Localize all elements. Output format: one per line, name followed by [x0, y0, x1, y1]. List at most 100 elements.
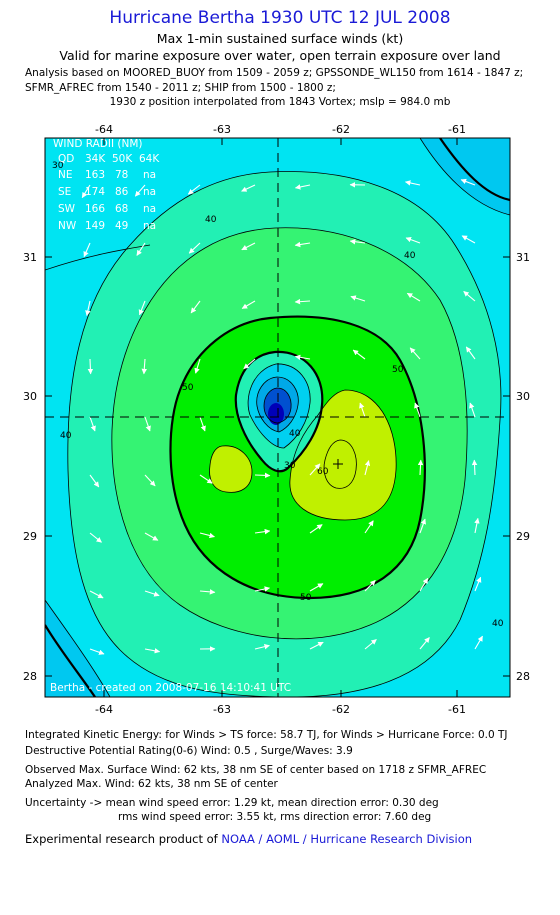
wind-arrow — [134, 184, 146, 197]
wind-arrow — [144, 532, 159, 541]
wind-arrow — [294, 184, 311, 190]
radii-value: 163 — [85, 169, 105, 181]
lat-tick-left: 29 — [23, 530, 37, 543]
contour-label: 40 — [205, 215, 217, 225]
wind-arrow — [294, 354, 311, 361]
wind-arrow — [364, 580, 376, 592]
wind-arrow — [89, 416, 96, 432]
product-org-link[interactable]: NOAA / AOML / Hurricane Research Divisio… — [221, 832, 473, 846]
wind-arrow — [190, 300, 201, 314]
contour-label: 30 — [284, 461, 296, 471]
wind-radii-header: 64K — [139, 153, 160, 165]
analyzed-max-line: Analyzed Max. Wind: 62 kts, 38 nm SE of … — [25, 778, 278, 790]
uncertainty-line-2: rms wind speed error: 3.55 kt, rms direc… — [118, 811, 432, 823]
radii-value: na — [143, 186, 156, 198]
radii-value: 149 — [85, 220, 105, 232]
wind-arrow — [187, 184, 201, 195]
wind-vectors — [81, 178, 483, 655]
radii-value: 49 — [115, 220, 128, 232]
eye-center — [268, 403, 284, 425]
wind-arrow — [419, 637, 430, 650]
wind-arrow — [460, 178, 476, 186]
ne-corner-region — [420, 138, 510, 215]
radii-value: 78 — [115, 169, 128, 181]
lon-tick-top: -61 — [448, 123, 466, 136]
wind-arrow — [254, 643, 270, 650]
lon-tick-bottom: -62 — [332, 703, 350, 716]
wind-arrow — [199, 589, 216, 595]
wind-radii-header: QD — [58, 153, 74, 165]
wind-arrow — [194, 358, 201, 374]
axis-ticks — [45, 138, 510, 697]
wind-arrow — [409, 347, 421, 360]
wind-arrow — [144, 474, 156, 487]
lat-tick-right: 30 — [516, 390, 530, 403]
sw-corner-region — [45, 600, 110, 697]
wind-arrow — [141, 358, 148, 375]
wind-arrow — [469, 402, 476, 418]
lon-tick-bottom: -64 — [95, 703, 113, 716]
contour-label: 40 — [60, 431, 72, 441]
map-title: Hurricane Bertha 1930 UTC 12 JUL 2008 — [109, 8, 451, 28]
wind-arrow — [89, 590, 104, 599]
contour-label: 50 — [182, 383, 194, 393]
credit-line: Bertha - created on 2008-07-16 14:10:41 … — [50, 682, 291, 694]
map-frame — [44, 137, 511, 698]
contour-label: 30 — [52, 161, 64, 171]
wind-arrow — [309, 524, 323, 534]
position-note: 1930 z position interpolated from 1843 V… — [109, 96, 451, 108]
wind-arrow — [294, 241, 311, 248]
wind-arrow — [359, 402, 366, 418]
uncertainty-line-1: Uncertainty -> mean wind speed error: 1.… — [25, 797, 439, 809]
wind-arrow — [199, 532, 215, 539]
lat-tick-left: 31 — [23, 251, 37, 264]
radii-quadrant: NE — [58, 169, 73, 181]
wind-arrow — [405, 237, 421, 244]
wind-arrow — [309, 641, 324, 650]
wind-arrow — [364, 520, 374, 534]
wind-arrow — [89, 474, 100, 488]
wind-arrow — [87, 358, 94, 375]
radii-value: 86 — [115, 186, 129, 198]
radii-quadrant: SE — [58, 186, 71, 198]
contour-label: 50 — [392, 365, 404, 375]
wind-arrow — [254, 528, 271, 535]
wind-arrow — [364, 639, 377, 650]
wind-radii-table: WIND RADII (NM) QD 34K 50K 64K NE 163 78… — [53, 138, 160, 232]
wind-arrow — [199, 474, 213, 484]
wind-arrow — [309, 583, 324, 592]
radii-quadrant: SW — [58, 203, 76, 215]
wind-arrow — [364, 460, 371, 476]
product-credit: Experimental research product of NOAA / … — [25, 832, 472, 846]
wind-arrow — [474, 576, 482, 592]
wind-arrow — [144, 590, 160, 597]
wind-arrow — [83, 242, 91, 258]
contour-label: 40 — [404, 251, 416, 261]
contour-lines-bold — [45, 138, 510, 697]
wind-contour-fill: 30 40 40 40 40 50 50 50 40 30 60 WIND RA… — [45, 138, 510, 697]
wind-arrow — [406, 292, 421, 302]
analysis-sources-1: Analysis based on MOORED_BUOY from 1509 … — [25, 67, 524, 79]
radii-quadrant: NW — [58, 220, 77, 232]
lon-tick-top: -62 — [332, 123, 350, 136]
wind-arrow — [474, 517, 480, 534]
product-prefix: Experimental research product of — [25, 832, 222, 846]
wind-radii-header: 50K — [112, 153, 133, 165]
radii-value: 174 — [85, 186, 105, 198]
lat-tick-right: 31 — [516, 251, 530, 264]
wind-arrow — [349, 239, 366, 245]
lat-tick-right: 29 — [516, 530, 530, 543]
wind-arrow — [241, 242, 256, 251]
wind-arrow — [241, 300, 256, 309]
wind-arrow — [144, 416, 151, 432]
wind-arrow — [138, 300, 146, 316]
wind-arrow — [81, 184, 91, 199]
wind-arrow — [463, 290, 476, 302]
wind-arrow — [199, 416, 206, 432]
lat-tick-right: 28 — [516, 670, 530, 683]
wind-arrow — [414, 402, 421, 418]
wind-radii-header: 34K — [85, 153, 106, 165]
radii-value: na — [143, 203, 156, 215]
observed-max-line: Observed Max. Surface Wind: 62 kts, 38 n… — [25, 764, 487, 776]
